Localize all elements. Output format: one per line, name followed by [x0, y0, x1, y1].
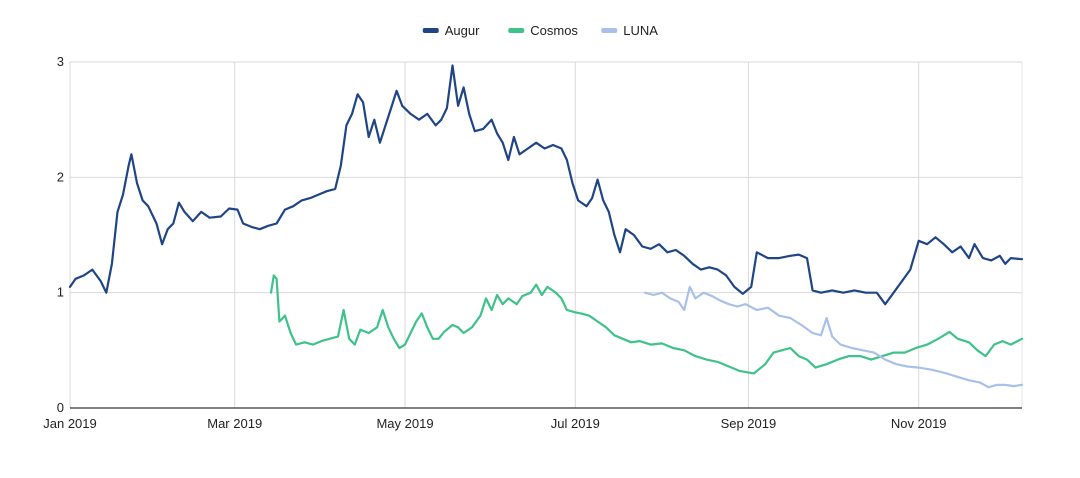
y-tick-label: 2	[57, 169, 64, 184]
x-tick-label: May 2019	[376, 416, 433, 431]
legend-item-augur[interactable]: Augur	[422, 23, 480, 38]
x-tick-label: Mar 2019	[207, 416, 262, 431]
x-tick-label: Jul 2019	[551, 416, 600, 431]
legend-item-luna[interactable]: LUNA	[601, 23, 658, 38]
legend-label: Cosmos	[530, 23, 578, 38]
chart-legend: Augur Cosmos LUNA	[422, 23, 658, 38]
series-line-cosmos	[269, 274, 1024, 375]
y-tick-label: 0	[57, 400, 64, 415]
legend-label: LUNA	[623, 23, 658, 38]
axes: 0 1 2 3 Jan 2019 Mar 2019 May 2019 Jul 2019 Sep …	[43, 54, 1022, 431]
x-tick-label: Sep 2019	[721, 416, 777, 431]
legend-swatch	[422, 28, 439, 33]
series-line-augur	[68, 64, 1024, 306]
legend-swatch	[601, 28, 618, 33]
legend-label: Augur	[445, 23, 480, 38]
legend-swatch	[508, 28, 525, 33]
legend-item-cosmos[interactable]: Cosmos	[508, 23, 578, 38]
x-tick-label: Nov 2019	[891, 416, 947, 431]
y-tick-label: 3	[57, 54, 64, 69]
x-tick-label: Jan 2019	[43, 416, 97, 431]
y-tick-label: 1	[57, 285, 64, 300]
series-lines	[68, 64, 1024, 389]
series-line-luna	[644, 285, 1024, 389]
